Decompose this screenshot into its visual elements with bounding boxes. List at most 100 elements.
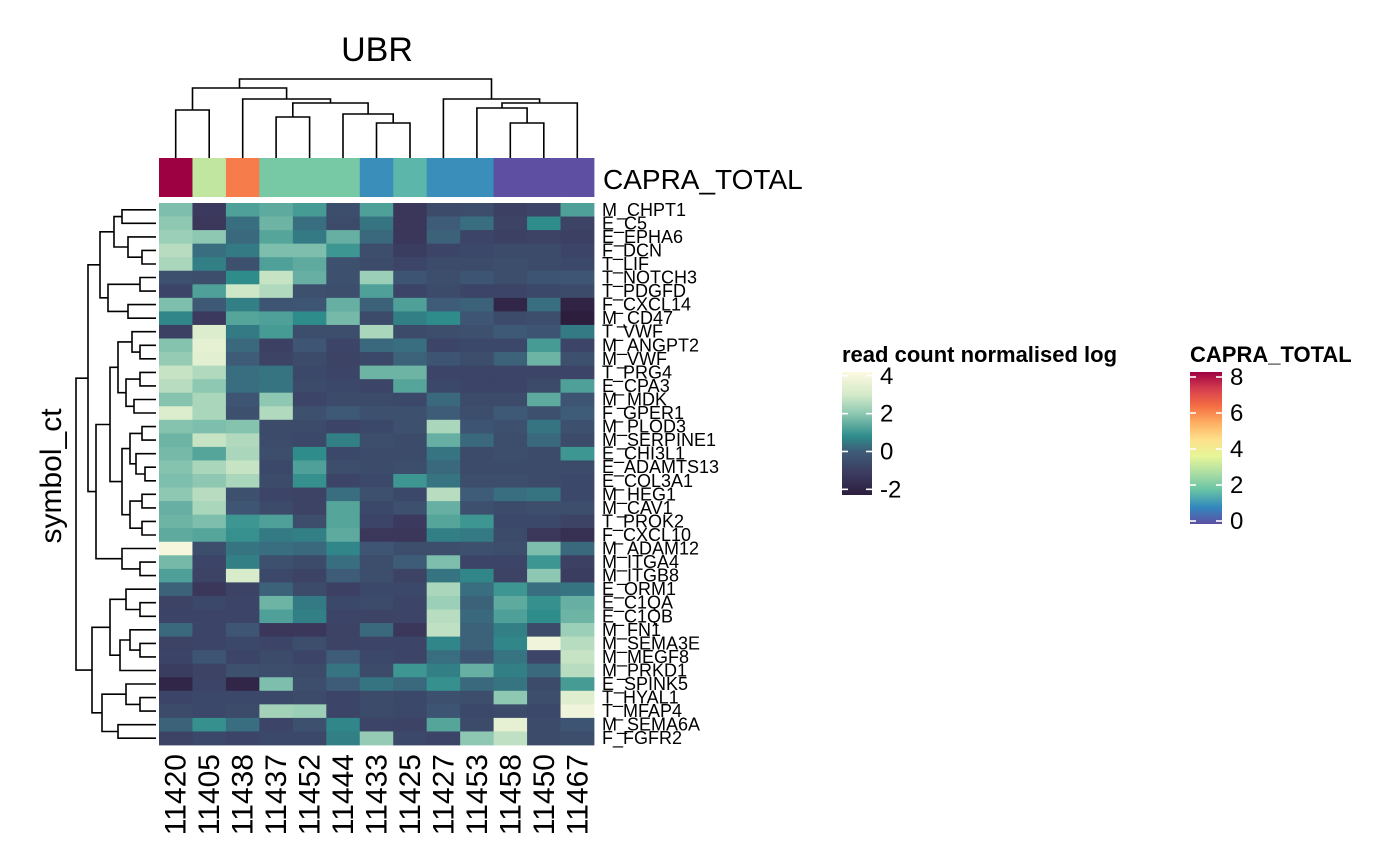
heatmap-cell [192,257,227,272]
heatmap-cell [192,568,227,583]
heatmap-cell [159,677,193,692]
row-label: F_CXCL14 [602,295,691,316]
annotation-cell [326,158,361,197]
heatmap-cell [159,582,193,597]
heatmap-cell [426,690,461,705]
heatmap-cell [326,717,361,732]
heatmap-cell [560,704,595,719]
row-label: F_GPER1 [602,403,684,424]
chart-title: UBR [341,31,413,69]
heatmap-cell [326,257,361,272]
heatmap-cell [192,379,227,394]
heatmap-cell [493,324,528,339]
heatmap-cell [393,270,428,285]
dendrogram-branch [139,276,156,292]
heatmap-cell [426,704,461,719]
legend-expression-title: read count normalised log [842,342,1117,367]
heatmap-cell [326,311,361,326]
row-label: E_EPHA6 [602,227,683,248]
heatmap-cell [426,555,461,570]
heatmap-cell [292,352,327,366]
heatmap-cell [426,324,461,339]
heatmap-cell [426,717,461,732]
heatmap-cell [460,433,495,448]
heatmap-cell [560,528,595,543]
heatmap-cell [259,595,294,610]
heatmap-cell [225,541,260,556]
heatmap-cell [292,297,327,312]
heatmap-cell [225,324,260,339]
heatmap-cell [493,284,528,299]
heatmap-cell [225,609,260,624]
heatmap-cell [460,297,495,312]
heatmap-cell [259,419,294,434]
heatmap-cell [292,474,327,488]
heatmap-cell [159,690,193,705]
heatmap-cell [159,623,193,637]
heatmap-cell [259,690,294,705]
heatmap-cell [493,663,528,678]
heatmap-cell [560,257,595,272]
heatmap-cell [460,311,495,326]
heatmap-cell [359,433,394,448]
heatmap-cell [326,514,361,529]
heatmap-cell [493,379,528,394]
heatmap-cell [527,216,561,231]
dendrogram-branch [135,452,156,475]
heatmap-cell [225,352,260,366]
legend-expression: read count normalised log 4 2 0 -2 [842,342,1117,503]
heatmap-cell [292,406,327,421]
heatmap-cell [192,324,227,339]
heatmap-cell [527,324,561,339]
heatmap-cell [426,487,461,502]
heatmap-cell [225,392,260,407]
heatmap-cell [393,379,428,394]
heatmap-cell [225,650,260,665]
heatmap-cell [460,663,495,678]
heatmap-cell [225,419,260,434]
heatmap-cell [359,717,394,732]
heatmap-cell [192,731,227,746]
dendrogram-branch [501,102,579,158]
heatmap-cell [527,352,561,366]
heatmap-cell [493,487,528,502]
heatmap-cell [460,284,495,299]
column-labels: 11420 11405 11438 11437 11452 11444 11433 11425… [160,754,595,835]
heatmap-cell [225,446,260,461]
heatmap-cell [527,663,561,678]
heatmap-cell [560,311,595,326]
dendrogram-branch [99,231,114,299]
heatmap-cell [560,352,595,366]
heatmap-cell [259,392,294,407]
heatmap-cell [225,528,260,543]
heatmap-cell [259,568,294,583]
heatmap-cell [460,474,495,488]
heatmap-cell [493,650,528,665]
dendrogram-branch [141,425,156,441]
heatmap-cell [527,690,561,705]
capra-annotation-bar [159,158,595,197]
heatmap-cell [393,717,428,732]
heatmap-cell [192,297,227,312]
heatmap-cell [326,419,361,434]
heatmap-cell [527,704,561,719]
annotation-cell [560,158,595,197]
heatmap-cell [192,555,227,570]
heatmap-cell [460,717,495,732]
heatmap-cell [225,595,260,610]
column-label: 11450 [528,754,561,835]
row-label: E_ORM1 [602,579,676,600]
heatmap-cell [493,609,528,624]
heatmap-cell [326,352,361,366]
heatmap-cell [159,230,193,245]
heatmap-cell [393,623,428,637]
heatmap-cell [259,555,294,570]
heatmap-cell [393,406,428,421]
heatmap-cell [225,623,260,637]
heatmap-cell [460,379,495,394]
heatmap-cell [159,392,193,407]
dendrogram-branch [141,493,156,509]
heatmap-cell [426,731,461,746]
heatmap-cell [527,541,561,556]
dendrogram-branch [127,303,156,319]
